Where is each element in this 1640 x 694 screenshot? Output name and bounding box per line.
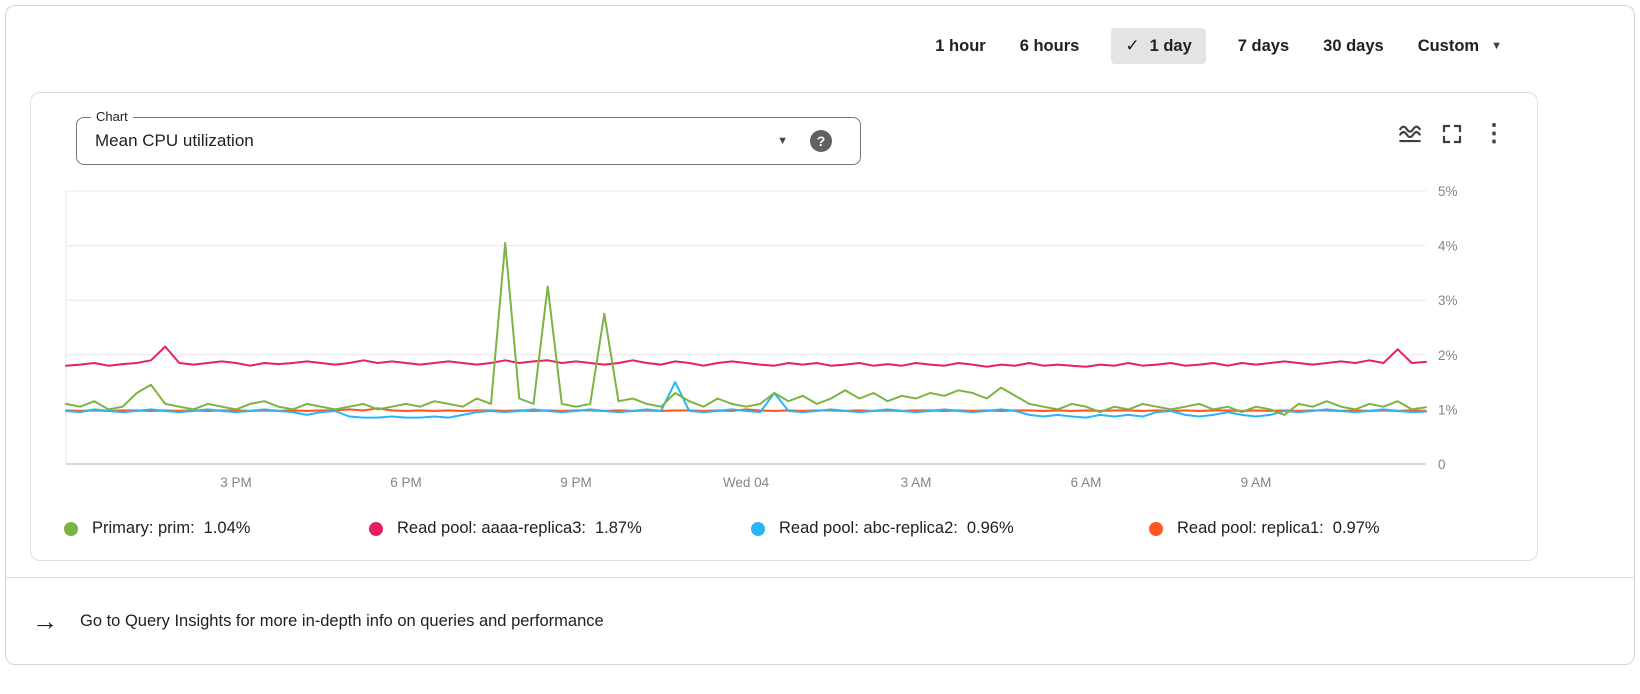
query-insights-link[interactable]: → Go to Query Insights for more in-depth… <box>6 577 1634 664</box>
legend-value: 1.04% <box>203 519 251 537</box>
footer-text: Go to Query Insights for more in-depth i… <box>80 611 604 630</box>
time-range-30-days[interactable]: 30 days <box>1323 36 1384 55</box>
svg-text:3 PM: 3 PM <box>220 475 252 490</box>
legend-item-replica1[interactable]: Read pool: replica1: 0.97% <box>1149 519 1380 538</box>
time-range-7-days[interactable]: 7 days <box>1237 36 1290 55</box>
metrics-panel: 1 hour 6 hours ✓ 1 day 7 days 30 days Cu… <box>5 5 1635 665</box>
legend-item-primary[interactable]: Primary: prim: 1.04% <box>64 519 369 538</box>
time-range-custom[interactable]: Custom ▼ <box>1416 29 1504 64</box>
chart-legend: Primary: prim: 1.04% Read pool: aaaa-rep… <box>47 519 1521 538</box>
svg-text:Wed 04: Wed 04 <box>723 475 770 490</box>
check-icon: ✓ <box>1125 36 1140 55</box>
series-color-dot <box>1149 521 1163 536</box>
legend-item-replica3[interactable]: Read pool: aaaa-replica3: 1.87% <box>369 519 751 538</box>
dropdown-arrow-icon: ▼ <box>777 135 788 147</box>
svg-text:3%: 3% <box>1438 293 1458 308</box>
svg-text:9 PM: 9 PM <box>560 475 592 490</box>
cpu-utilization-chart: 5% 4% 3% 2% 1% 0 3 PM 6 PM 9 PM Wed 04 3 AM 6 AM 9 A… <box>65 184 1458 490</box>
svg-text:2%: 2% <box>1438 348 1458 363</box>
svg-text:4%: 4% <box>1438 239 1458 254</box>
series-color-dot <box>64 521 78 536</box>
chart-card: Chart Mean CPU utilization ▼ ? <box>30 92 1538 561</box>
legend-label: Read pool: abc-replica2: <box>779 519 958 537</box>
chart-select-value: Mean CPU utilization <box>95 131 254 150</box>
legend-label: Read pool: aaaa-replica3: <box>397 519 586 537</box>
svg-text:6 PM: 6 PM <box>390 475 422 490</box>
svg-text:5%: 5% <box>1438 184 1458 199</box>
chart-select-label: Chart <box>91 109 133 124</box>
time-chip-label: 1 day <box>1149 36 1192 55</box>
svg-text:9 AM: 9 AM <box>1241 475 1272 490</box>
legend-item-replica2[interactable]: Read pool: abc-replica2: 0.96% <box>751 519 1149 538</box>
svg-text:6 AM: 6 AM <box>1071 475 1102 490</box>
fullscreen-icon[interactable] <box>1439 121 1465 147</box>
time-range-6-hours[interactable]: 6 hours <box>1019 36 1080 55</box>
series-color-dot <box>751 521 765 536</box>
legend-value: 0.97% <box>1332 519 1380 537</box>
legend-label: Read pool: replica1: <box>1177 519 1324 537</box>
time-range-1-hour[interactable]: 1 hour <box>935 36 986 55</box>
dropdown-arrow-icon: ▼ <box>1491 40 1502 52</box>
chart-toolbar: ⋮ <box>1397 121 1507 147</box>
svg-text:3 AM: 3 AM <box>901 475 932 490</box>
time-range-selector: 1 hour 6 hours ✓ 1 day 7 days 30 days Cu… <box>6 6 1634 64</box>
arrow-right-icon: → <box>32 606 58 636</box>
time-range-1-day[interactable]: ✓ 1 day <box>1111 28 1206 64</box>
chart-metric-select[interactable]: Chart Mean CPU utilization ▼ ? <box>76 109 861 165</box>
svg-text:1%: 1% <box>1438 402 1458 417</box>
series-color-dot <box>369 521 383 536</box>
chart-card-header: Chart Mean CPU utilization ▼ ? <box>47 109 1521 165</box>
chart-style-icon[interactable] <box>1397 121 1423 147</box>
help-icon[interactable]: ? <box>810 130 832 152</box>
legend-label: Primary: prim: <box>92 519 195 537</box>
legend-value: 1.87% <box>594 519 642 537</box>
svg-text:0: 0 <box>1438 457 1446 472</box>
time-chip-label: Custom <box>1417 36 1480 55</box>
more-options-icon[interactable]: ⋮ <box>1482 120 1506 147</box>
legend-value: 0.96% <box>966 519 1014 537</box>
